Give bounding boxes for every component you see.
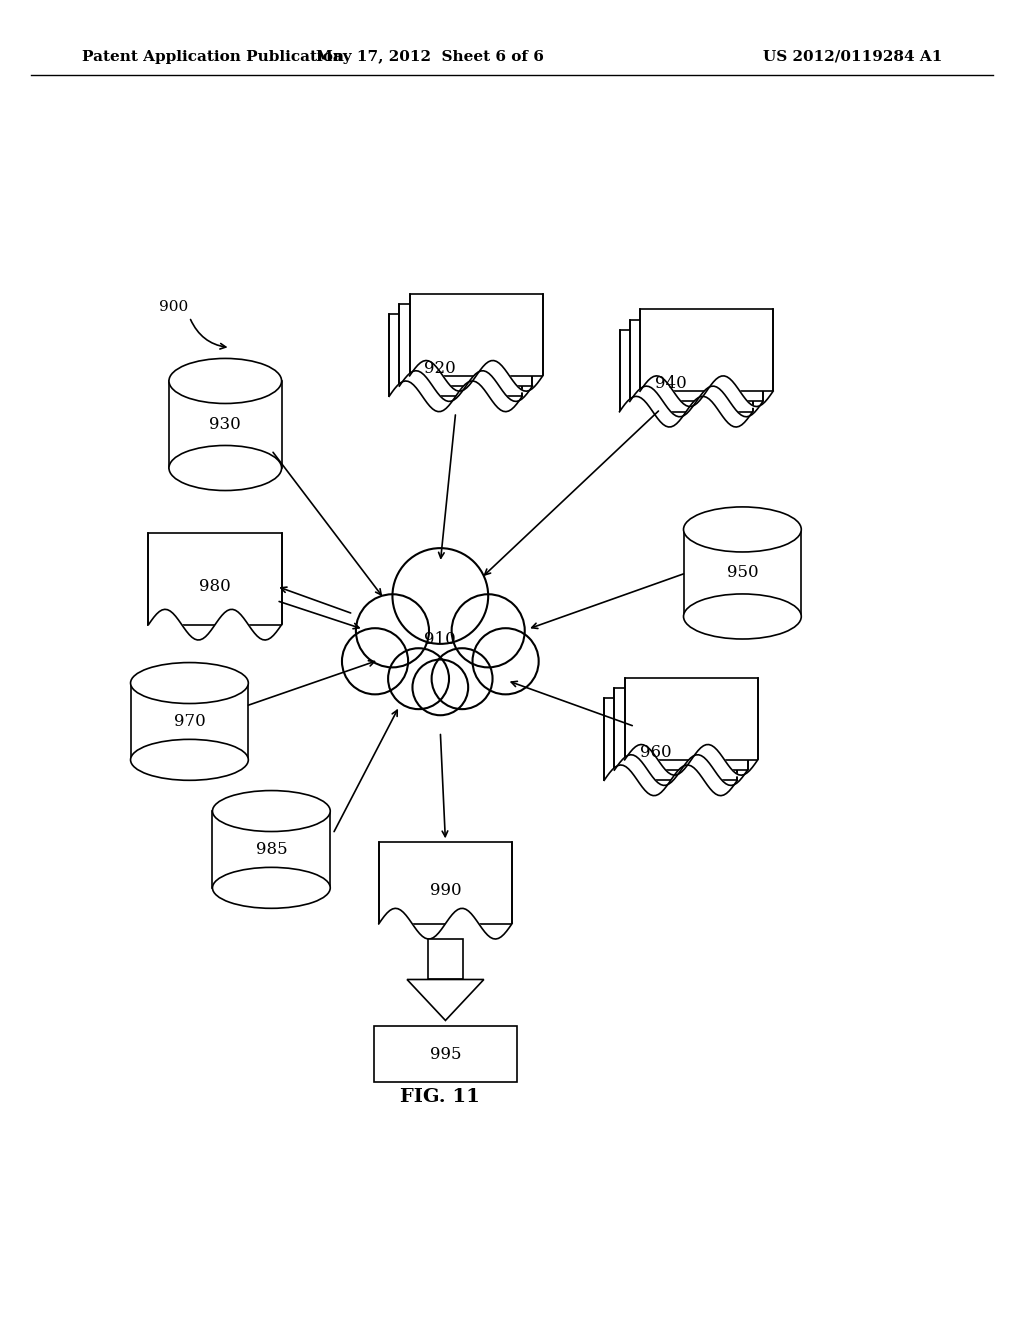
Text: 910: 910 bbox=[424, 631, 457, 648]
Circle shape bbox=[342, 628, 409, 694]
Text: 940: 940 bbox=[654, 375, 687, 392]
Text: 990: 990 bbox=[430, 882, 461, 899]
Circle shape bbox=[472, 628, 539, 694]
Circle shape bbox=[388, 648, 449, 709]
Bar bbox=[410, 294, 543, 376]
Bar bbox=[428, 939, 463, 979]
Bar bbox=[131, 682, 248, 760]
Bar bbox=[604, 698, 737, 780]
Text: 920: 920 bbox=[424, 359, 457, 376]
Circle shape bbox=[356, 594, 429, 668]
Text: 980: 980 bbox=[199, 578, 231, 595]
Ellipse shape bbox=[213, 867, 330, 908]
Text: May 17, 2012  Sheet 6 of 6: May 17, 2012 Sheet 6 of 6 bbox=[316, 50, 544, 63]
Ellipse shape bbox=[131, 739, 248, 780]
Text: 970: 970 bbox=[173, 713, 206, 730]
Text: 950: 950 bbox=[727, 565, 758, 581]
Bar bbox=[148, 532, 282, 624]
Text: FIG. 11: FIG. 11 bbox=[400, 1088, 480, 1106]
Circle shape bbox=[452, 594, 524, 668]
Circle shape bbox=[392, 548, 488, 644]
Bar bbox=[213, 810, 330, 888]
Ellipse shape bbox=[684, 507, 801, 552]
Text: 995: 995 bbox=[430, 1045, 461, 1063]
Bar bbox=[169, 381, 282, 469]
Ellipse shape bbox=[169, 445, 282, 491]
Bar bbox=[620, 330, 753, 412]
Bar bbox=[379, 842, 512, 924]
Bar bbox=[374, 1026, 517, 1082]
Text: US 2012/0119284 A1: US 2012/0119284 A1 bbox=[763, 50, 942, 63]
Text: 960: 960 bbox=[640, 743, 671, 760]
Text: Patent Application Publication: Patent Application Publication bbox=[82, 50, 344, 63]
Circle shape bbox=[413, 660, 468, 715]
Bar bbox=[399, 304, 532, 385]
Ellipse shape bbox=[131, 663, 248, 704]
Bar bbox=[684, 529, 801, 616]
Text: 900: 900 bbox=[159, 300, 188, 314]
Text: 985: 985 bbox=[256, 841, 287, 858]
Bar bbox=[625, 678, 758, 760]
Circle shape bbox=[432, 648, 493, 709]
Bar bbox=[389, 314, 522, 396]
Bar bbox=[630, 319, 763, 401]
Ellipse shape bbox=[684, 594, 801, 639]
Polygon shape bbox=[408, 979, 483, 1020]
Bar bbox=[640, 309, 773, 391]
Bar bbox=[614, 688, 748, 770]
Text: 930: 930 bbox=[209, 416, 242, 433]
Ellipse shape bbox=[213, 791, 330, 832]
Ellipse shape bbox=[169, 359, 282, 404]
